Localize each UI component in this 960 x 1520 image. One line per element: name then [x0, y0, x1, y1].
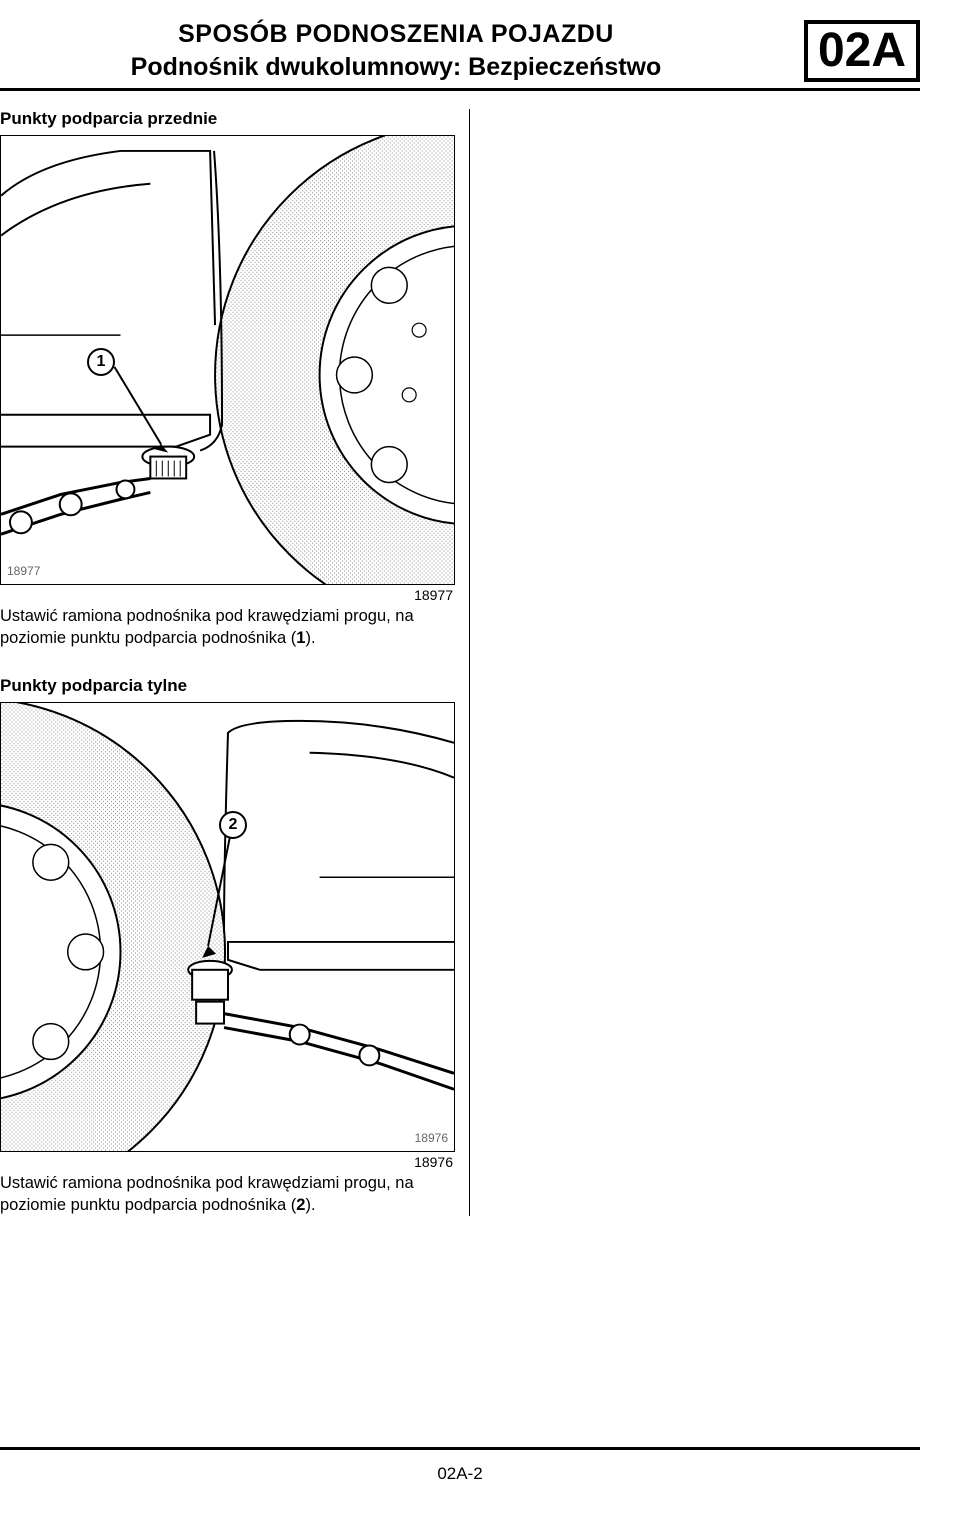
- footer-rule: [0, 1447, 920, 1450]
- figure-1-inner-id: 18977: [7, 564, 40, 578]
- section1-heading: Punkty podparcia przednie: [0, 109, 459, 129]
- figure-1-diagram: [1, 136, 454, 584]
- header-title-line2: Podnośnik dwukolumnowy: Bezpieczeństwo: [0, 53, 792, 82]
- content-columns: Punkty podparcia przednie: [0, 109, 920, 1216]
- figure-1-front-support: 1 18977: [0, 135, 455, 585]
- header-section-code: 02A: [804, 20, 920, 82]
- figure-2-diagram: [1, 703, 454, 1151]
- figure-2-inner-id: 18976: [415, 1131, 448, 1145]
- page-header: SPOSÓB PODNOSZENIA POJAZDU Podnośnik dwu…: [0, 20, 920, 91]
- figure-1-callout: 1: [87, 348, 115, 376]
- figure-2-id: 18976: [0, 1154, 459, 1170]
- figure-2-rear-support: 2 18976: [0, 702, 455, 1152]
- section1-text: Ustawić ramiona podnośnika pod krawędzia…: [0, 605, 459, 650]
- header-titles: SPOSÓB PODNOSZENIA POJAZDU Podnośnik dwu…: [0, 20, 792, 82]
- section2-heading: Punkty podparcia tylne: [0, 676, 459, 696]
- footer-page-number: 02A-2: [0, 1464, 920, 1484]
- figure-2-callout: 2: [219, 811, 247, 839]
- section2-text: Ustawić ramiona podnośnika pod krawędzia…: [0, 1172, 459, 1217]
- figure-1-id: 18977: [0, 587, 459, 603]
- left-column: Punkty podparcia przednie: [0, 109, 470, 1216]
- header-title-line1: SPOSÓB PODNOSZENIA POJAZDU: [0, 20, 792, 49]
